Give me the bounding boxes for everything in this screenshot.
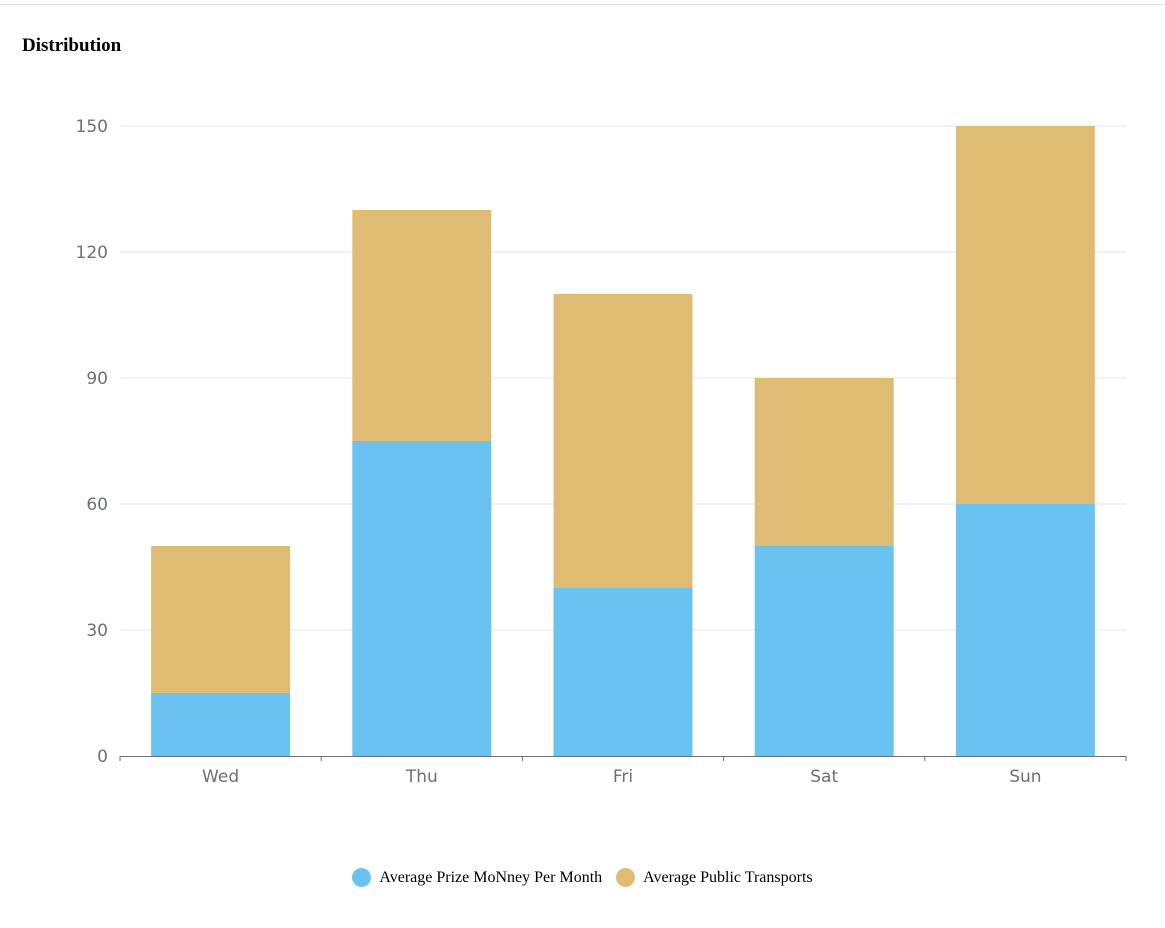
- bar-wed-series-1: [151, 546, 291, 693]
- bar-thu-series-1: [352, 210, 492, 441]
- x-tick-label-sun: Sun: [1009, 767, 1041, 787]
- bar-sun-series-1: [955, 126, 1095, 504]
- bar-wed-series-0: [151, 693, 291, 756]
- y-tick-label-2: 60: [86, 495, 108, 515]
- legend-swatch-series-1: [616, 868, 636, 887]
- bar-thu-series-0: [352, 441, 492, 756]
- y-tick-label-0: 0: [97, 747, 108, 767]
- x-tick-label-sat: Sat: [810, 767, 838, 787]
- x-tick-label-wed: Wed: [202, 767, 239, 787]
- bar-sun-series-0: [955, 504, 1095, 756]
- y-tick-label-1: 30: [86, 621, 108, 641]
- y-tick-label-3: 90: [86, 369, 108, 389]
- y-tick-label-4: 120: [76, 243, 108, 263]
- legend-swatch-series-0: [352, 868, 372, 887]
- top-divider: [0, 4, 1165, 5]
- bar-sat-series-0: [754, 546, 894, 756]
- y-tick-label-5: 150: [76, 117, 108, 137]
- legend-label-series-0: Average Prize MoNney Per Month: [379, 868, 603, 886]
- x-tick-label-thu: Thu: [405, 767, 438, 787]
- bar-fri-series-1: [553, 294, 693, 588]
- bar-fri-series-0: [553, 588, 693, 756]
- legend-label-series-1: Average Public Transports: [643, 868, 813, 886]
- bar-sat-series-1: [754, 378, 894, 546]
- chart-title: Distribution: [22, 35, 122, 56]
- legend-item-series-0[interactable]: Average Prize MoNney Per Month: [352, 868, 602, 887]
- legend: Average Prize MoNney Per Month Average P…: [0, 868, 1165, 887]
- x-tick-label-fri: Fri: [613, 767, 633, 787]
- legend-item-series-1[interactable]: Average Public Transports: [616, 868, 813, 887]
